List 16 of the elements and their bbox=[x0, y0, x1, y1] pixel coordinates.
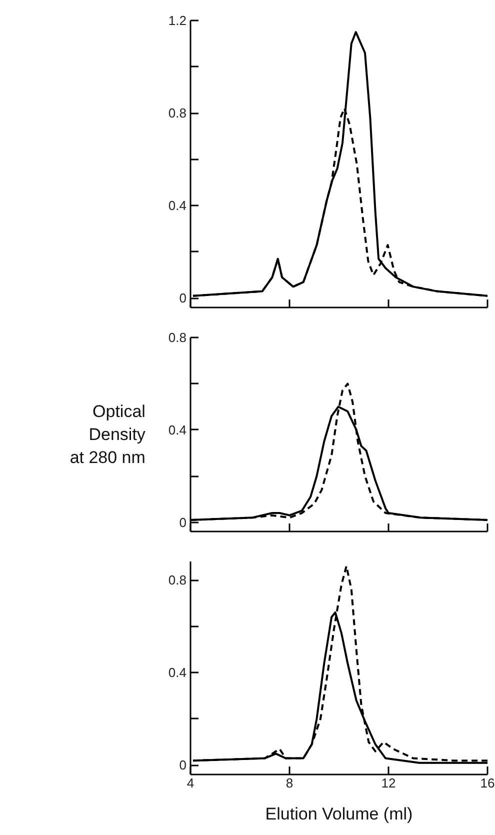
x-axis-title: Elution Volume (ml) bbox=[265, 804, 413, 824]
x-tick-label: 4 bbox=[186, 776, 194, 790]
y-tick-label: 1.2 bbox=[168, 13, 187, 28]
x-tick-label: 12 bbox=[381, 776, 396, 790]
y-axis-title: Optical Density at 280 nm bbox=[70, 402, 146, 467]
y-tick-label: 0 bbox=[179, 758, 187, 773]
x-tick-label: 8 bbox=[286, 776, 294, 790]
x-tick-label: 16 bbox=[480, 776, 495, 790]
y-tick-label: 0 bbox=[179, 290, 187, 306]
y-tick-label: 0.8 bbox=[168, 572, 187, 588]
y-tick-label: 0.8 bbox=[168, 330, 187, 345]
y-tick-label: 0.4 bbox=[168, 198, 187, 214]
y-tick-label: 0.4 bbox=[168, 422, 187, 438]
y-tick-label: 0.8 bbox=[168, 106, 187, 121]
y-tick-label: 0.4 bbox=[168, 665, 187, 680]
y-tick-label: 0 bbox=[179, 514, 187, 530]
